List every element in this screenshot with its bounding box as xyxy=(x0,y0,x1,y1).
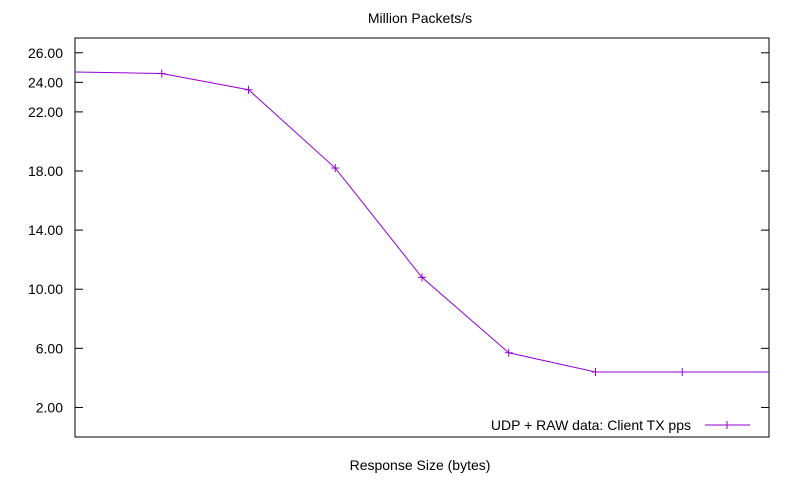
data-point xyxy=(331,164,340,173)
y-tick-label: 14.00 xyxy=(28,222,63,238)
y-tick-label: 26.00 xyxy=(28,45,63,61)
y-tick-label: 10.00 xyxy=(28,281,63,297)
y-axis: 2.00 6.00 10.00 14.00 18.00 22.00 24.00 26.00 xyxy=(28,45,769,415)
chart-title: Million Packets/s xyxy=(368,10,472,26)
y-tick-label: 22.00 xyxy=(28,104,63,120)
data-point xyxy=(678,367,687,376)
x-axis-label: Response Size (bytes) xyxy=(350,457,491,473)
data-point xyxy=(504,348,513,357)
y-tick-label: 24.00 xyxy=(28,74,63,90)
plot-frame xyxy=(74,37,770,438)
series-layer xyxy=(74,69,769,376)
data-point xyxy=(418,273,426,282)
legend-marker xyxy=(723,421,731,429)
y-tick-label: 18.00 xyxy=(28,163,63,179)
data-point xyxy=(723,421,731,429)
data-point xyxy=(244,85,253,94)
data-point xyxy=(157,69,166,78)
y-tick-label: 6.00 xyxy=(36,340,63,356)
data-point xyxy=(591,367,600,376)
series-line xyxy=(74,71,769,373)
legend-label: UDP + RAW data: Client TX pps xyxy=(491,417,691,433)
legend: UDP + RAW data: Client TX pps xyxy=(491,417,750,433)
y-tick-label: 2.00 xyxy=(36,399,63,415)
